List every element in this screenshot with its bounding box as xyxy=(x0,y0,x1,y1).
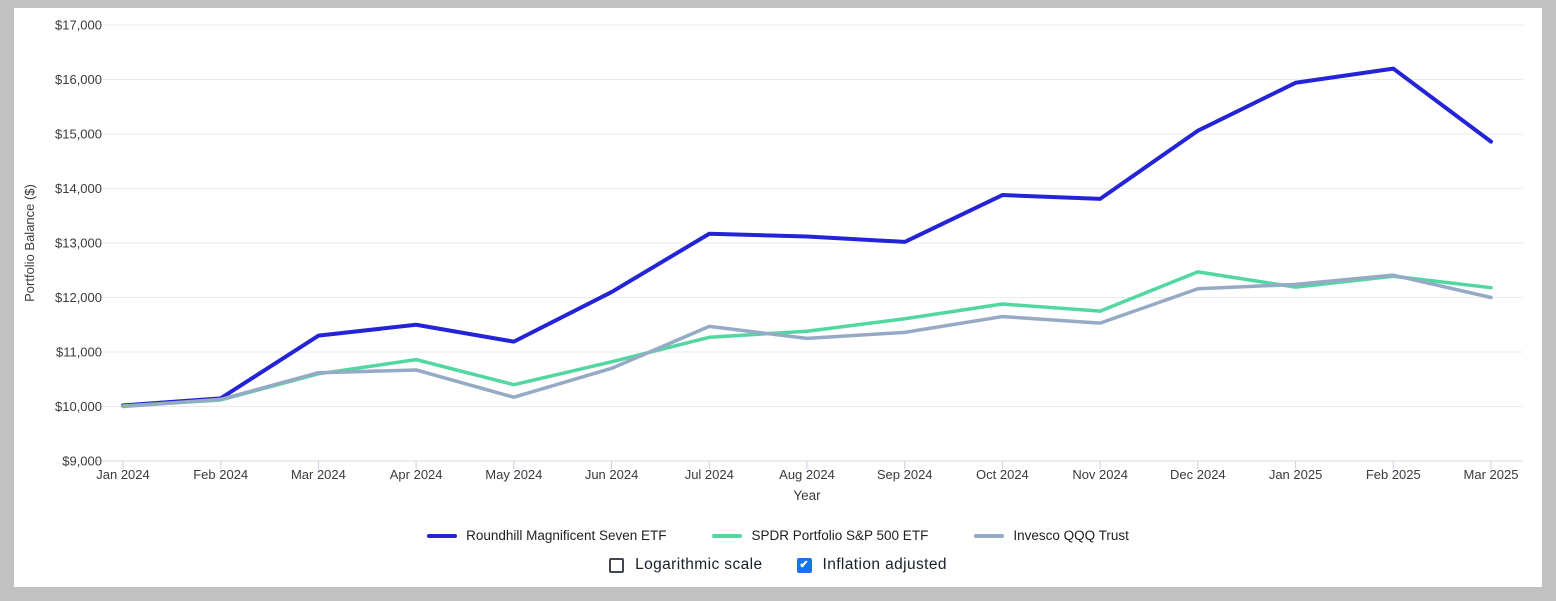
legend-label: Roundhill Magnificent Seven ETF xyxy=(466,528,667,543)
x-tick-label: Sep 2024 xyxy=(877,467,933,482)
x-tick-label: Aug 2024 xyxy=(779,467,835,482)
legend-item: Roundhill Magnificent Seven ETF xyxy=(427,528,666,543)
logarithmic-scale-checkbox[interactable] xyxy=(609,557,625,573)
y-tick-label: $14,000 xyxy=(55,181,102,196)
x-tick-label: Feb 2025 xyxy=(1366,467,1421,482)
y-tick-label: $10,000 xyxy=(55,399,102,414)
x-axis-title: Year xyxy=(793,488,821,503)
logarithmic-scale-label: Logarithmic scale xyxy=(635,556,763,573)
x-tick-label: Jul 2024 xyxy=(685,467,734,482)
y-tick-label: $17,000 xyxy=(55,18,102,33)
series-line xyxy=(121,66,1493,408)
x-tick-label: Jan 2025 xyxy=(1269,467,1323,482)
x-tick-label: Jun 2024 xyxy=(585,467,639,482)
y-tick-label: $15,000 xyxy=(55,127,102,142)
legend-item: Invesco QQQ Trust xyxy=(974,528,1129,543)
legend-label: SPDR Portfolio S&P 500 ETF xyxy=(751,528,929,543)
y-tick-label: $16,000 xyxy=(55,72,102,87)
series-line xyxy=(121,273,1493,409)
inflation-adjusted-label: Inflation adjusted xyxy=(822,556,947,573)
x-tick-label: Jan 2024 xyxy=(96,467,150,482)
x-tick-label: Mar 2025 xyxy=(1464,467,1519,482)
inflation-adjusted-control[interactable]: Inflation adjusted xyxy=(796,556,947,574)
chart-card: $9,000 $10,000 $11,000 $12,000 $13,000 $14,00… xyxy=(14,8,1542,587)
logarithmic-scale-control[interactable]: Logarithmic scale xyxy=(609,556,762,574)
y-tick-label: $13,000 xyxy=(55,236,102,251)
legend-line-icon xyxy=(427,533,458,538)
y-tick-label: $12,000 xyxy=(55,290,102,305)
x-tick-label: Nov 2024 xyxy=(1072,467,1128,482)
x-tick-label: May 2024 xyxy=(485,467,542,482)
y-axis-title: Portfolio Balance ($) xyxy=(22,184,37,302)
legend-line-icon xyxy=(974,533,1005,538)
legend-item: SPDR Portfolio S&P 500 ETF xyxy=(712,528,928,543)
x-tick-label: Feb 2024 xyxy=(193,467,248,482)
x-tick-label: Oct 2024 xyxy=(976,467,1029,482)
x-tick-label: Dec 2024 xyxy=(1170,467,1226,482)
legend-line-icon xyxy=(712,533,743,538)
series-line xyxy=(121,270,1493,408)
chart-controls: Logarithmic scale Inflation adjusted xyxy=(14,556,1542,574)
x-tick-label: Apr 2024 xyxy=(390,467,443,482)
y-tick-label: $9,000 xyxy=(62,454,102,469)
x-tick-label: Mar 2024 xyxy=(291,467,346,482)
portfolio-line-chart: $9,000 $10,000 $11,000 $12,000 $13,000 $14,00… xyxy=(22,18,1523,503)
chart-legend: Roundhill Magnificent Seven ETF SPDR Port… xyxy=(14,528,1542,543)
legend-label: Invesco QQQ Trust xyxy=(1013,528,1129,543)
inflation-adjusted-checkbox[interactable] xyxy=(796,557,812,573)
y-tick-label: $11,000 xyxy=(56,345,102,360)
